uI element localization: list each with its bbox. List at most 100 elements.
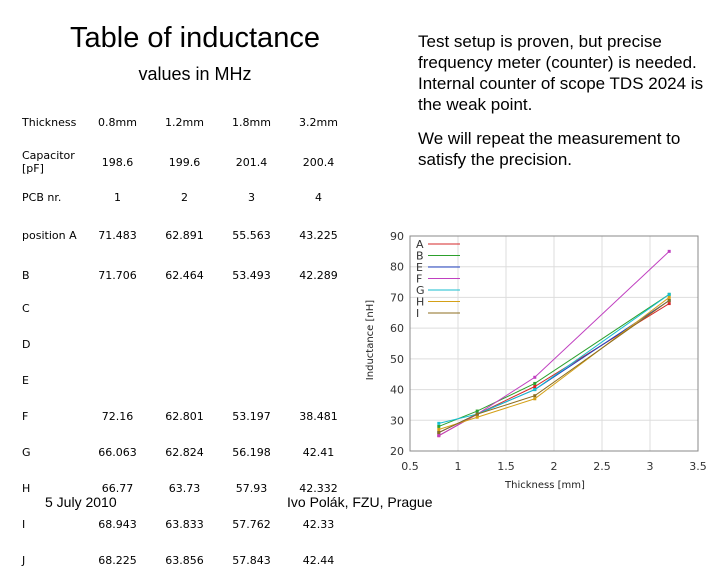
data-point — [667, 295, 671, 299]
y-tick-label: 70 — [390, 291, 404, 304]
y-tick-label: 20 — [390, 445, 404, 458]
table-cell: 199.6 — [168, 155, 201, 169]
table-cell: 198.6 — [101, 155, 134, 169]
table-cell: 2 — [181, 190, 188, 204]
legend-label: A — [416, 238, 424, 251]
table-row: H 66.77 63.73 57.93 42.332 — [18, 470, 352, 506]
table-cell: 42.289 — [299, 268, 338, 282]
table-cell: 42.332 — [299, 481, 338, 495]
data-point — [437, 431, 441, 435]
legend-label: E — [416, 261, 423, 274]
x-axis-label: Thickness [mm] — [504, 480, 585, 491]
x-tick-label: 1 — [455, 460, 462, 473]
table-cell: 71.706 — [98, 268, 137, 282]
table-header-cell: 0.8mm — [98, 115, 137, 129]
data-point — [667, 302, 671, 306]
table-row-capacitor: Capacitor [pF] 198.6 199.6 201.4 200.4 — [18, 140, 352, 184]
table-row: G 66.063 62.824 56.198 42.41 — [18, 434, 352, 470]
table-cell: C — [22, 301, 30, 315]
table-row: F 72.16 62.801 53.197 38.481 — [18, 398, 352, 434]
table-header-row: Thickness 0.8mm 1.2mm 1.8mm 3.2mm — [18, 104, 352, 140]
table-cell: 200.4 — [302, 155, 335, 169]
legend-label: B — [416, 250, 424, 263]
data-point — [475, 409, 479, 413]
table-cell: G — [22, 445, 31, 459]
table-cell: 68.225 — [98, 553, 137, 567]
y-tick-label: 50 — [390, 353, 404, 366]
note-repeat: We will repeat the measurement to satisf… — [418, 129, 681, 169]
data-point — [533, 388, 537, 392]
table-cell: 42.41 — [302, 445, 335, 459]
legend-label: I — [416, 307, 419, 320]
table-cell: 66.77 — [101, 481, 134, 495]
table-cell: F — [22, 409, 29, 423]
table-header-cell: 1.8mm — [232, 115, 271, 129]
table-cell: 3 — [248, 190, 255, 204]
table-cell: 43.225 — [299, 228, 338, 242]
table-cell: 68.943 — [98, 517, 137, 531]
x-tick-label: 3.5 — [689, 460, 707, 473]
table-cell: B — [22, 268, 30, 282]
data-point — [533, 385, 537, 388]
table-cell: 38.481 — [299, 409, 338, 423]
table-row: E — [18, 362, 352, 398]
table-cell: 71.483 — [98, 228, 137, 242]
table-cell: 57.762 — [232, 517, 271, 531]
x-tick-label: 2 — [551, 460, 558, 473]
table-header-cell: Thickness — [22, 115, 77, 129]
data-point — [533, 375, 537, 379]
y-tick-label: 90 — [390, 230, 404, 243]
data-point — [475, 415, 479, 419]
data-point — [533, 397, 537, 401]
table-cell: 57.843 — [232, 553, 271, 567]
data-point — [533, 394, 537, 398]
table-row: I 68.943 63.833 57.762 42.33 — [18, 506, 352, 542]
table-cell: E — [22, 373, 29, 387]
legend-label: G — [416, 284, 425, 297]
table-cell: 63.833 — [165, 517, 204, 531]
y-tick-label: 60 — [390, 322, 404, 335]
slide-subtitle: values in MHz — [138, 64, 252, 84]
slide-title: Table of inductance — [70, 22, 320, 54]
table-cell: 42.33 — [302, 517, 335, 531]
table-row: D — [18, 326, 352, 362]
series-line — [438, 250, 670, 437]
table-header-cell: 3.2mm — [299, 115, 338, 129]
legend-label: F — [416, 273, 422, 286]
x-tick-label: 2.5 — [593, 460, 611, 473]
table-header-cell: 1.2mm — [165, 115, 204, 129]
note-test-setup: Test setup is proven, but precise freque… — [418, 32, 704, 114]
data-point — [667, 299, 671, 302]
table-row: position A 71.483 62.891 55.563 43.225 — [18, 210, 352, 260]
table-cell: 42.44 — [302, 553, 335, 567]
footer-date: 5 July 2010 — [45, 494, 117, 510]
y-tick-label: 30 — [390, 414, 404, 427]
table-cell: 63.856 — [165, 553, 204, 567]
table-cell: 72.16 — [101, 409, 134, 423]
x-tick-label: 0.5 — [401, 460, 419, 473]
table-cell: J — [22, 553, 26, 567]
table-row: B 71.706 62.464 53.493 42.289 — [18, 260, 352, 290]
table-cell: position A — [22, 228, 77, 242]
table-cell: H — [22, 481, 31, 495]
data-point — [437, 424, 441, 428]
data-point — [533, 381, 537, 385]
table-cell: PCB nr. — [22, 190, 62, 204]
table-cell: Capacitor [pF] — [22, 149, 75, 175]
table-cell: 62.801 — [165, 409, 204, 423]
table-row-pcb: PCB nr. 1 2 3 4 — [18, 184, 352, 210]
y-tick-label: 40 — [390, 384, 404, 397]
table-cell: 57.93 — [235, 481, 268, 495]
legend-label: H — [416, 296, 424, 309]
table-cell: D — [22, 337, 31, 351]
data-point — [667, 292, 671, 296]
table-cell: 62.464 — [165, 268, 204, 282]
table-cell: 1 — [114, 190, 121, 204]
table-row: C — [18, 290, 352, 326]
table-cell: 62.891 — [165, 228, 204, 242]
table-cell: 4 — [315, 190, 322, 204]
data-point — [475, 412, 479, 416]
data-point — [437, 421, 441, 425]
table-cell: I — [22, 517, 26, 531]
series-line — [438, 293, 670, 424]
